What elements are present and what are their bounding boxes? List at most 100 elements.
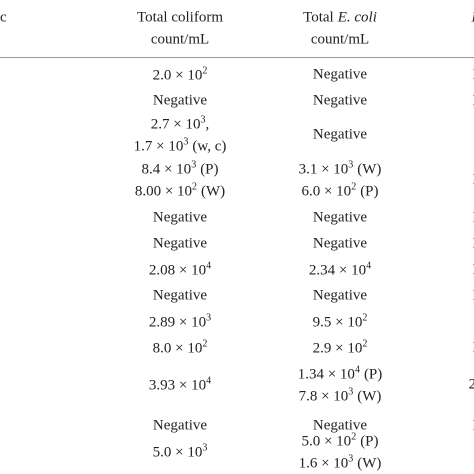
table-cell: Negative [152,235,208,252]
table-cell: 8.00 × 102 (W) [135,181,226,200]
exponent: 4 [366,260,372,272]
mantissa: 1.34 × 10 [297,366,355,383]
note: (W) [201,183,226,200]
header-text: c [0,9,7,26]
mantissa: 9.5 × 10 [312,314,363,331]
mantissa: 2.08 × 10 [148,262,207,279]
table-cell: N [473,418,474,434]
cell-text: N [473,236,474,252]
exponent: 2 [362,312,368,324]
exponent: 3 [183,136,189,148]
note: (W) [357,388,382,405]
exponent: 3 [191,159,197,171]
table-cell: Negative [152,209,208,226]
cell-text: Negative [312,66,368,83]
header-text: count/mL [310,31,370,48]
table-cell: N [473,262,474,278]
note: (P) [360,183,379,200]
table-cell: Negative [312,417,368,434]
exponent: 3 [200,114,206,126]
cell-text: N [473,67,474,83]
cell-text: Negative [312,92,368,109]
mantissa: 5.0 × 10 [301,433,352,450]
note: (P) [200,161,219,178]
mantissa: 7.8 × 10 [298,388,349,405]
column-header: Total E. coli [303,9,377,26]
table-cell: N [473,172,474,188]
exponent: 4 [206,375,212,387]
column-header: count/mL [150,31,210,48]
table-cell: 2.1 [468,376,474,393]
table-cell: 9.5 × 102 [312,312,368,331]
table-cell: N [473,340,474,356]
table-cell: 2.89 × 103 [148,312,212,331]
mantissa: 8.0 × 10 [152,340,203,357]
exponent: 3 [348,386,354,398]
table-cell: 5.0 × 102 (P) [301,432,379,450]
table-cell: 1.34 × 104 (P) [297,364,383,383]
table-cell: 1.7 × 103 (w, c) [134,136,227,155]
exponent: 3 [348,159,354,171]
cell-text: Negative [152,92,208,109]
mantissa: 8.4 × 10 [141,161,192,178]
table-cell: 1.6 × 103 (W) [298,453,382,472]
table-cell: Negative [312,66,368,83]
table-cell: 7.8 × 103 (W) [298,386,382,405]
note: (W) [357,161,382,178]
exponent: 3 [202,442,208,454]
table-cell: 2.34 × 104 [309,260,372,279]
note: , [205,116,210,133]
table-cell: N [473,67,474,83]
table-cell: N [473,93,474,109]
cell-text: Negative [152,235,208,252]
exponent: 2 [202,338,208,350]
cell-text: Negative [152,417,208,434]
cell-text: Negative [152,209,208,226]
exponent: 3 [348,453,354,465]
mantissa: 5.0 × 10 [152,444,203,461]
mantissa: 2.89 × 10 [148,314,207,331]
mantissa: 1.6 × 10 [298,455,349,472]
exponent: 3 [206,312,212,324]
mantissa: 2.9 × 10 [312,340,363,357]
header-text: count/mL [150,31,210,48]
left-header: c [0,9,7,26]
cell-text: N [473,172,474,188]
table-cell: 2.9 × 102 [312,339,368,357]
table-cell: Negative [313,210,367,226]
cell-text: N [473,340,474,356]
table-cell: 6.0 × 102 (P) [301,182,379,200]
mantissa: 2.0 × 10 [152,67,203,84]
table-cell: N [473,210,474,226]
cell-text: N [473,210,474,226]
cell-text: Negative [312,235,368,252]
cell-text: 2.1 [468,376,474,393]
header-text: Total [303,9,334,26]
note: (P) [360,433,379,450]
table-cell: N [473,288,474,304]
table-cell: 3.1 × 103 (W) [299,159,382,178]
table-cell: 2.08 × 104 [148,261,211,279]
table-cell: Negative [312,235,368,252]
cell-text: Negative [312,417,368,434]
table-cell: 2.0 × 102 [152,66,208,84]
cell-text: Negative [152,287,208,304]
column-header: E. [472,10,474,26]
exponent: 4 [354,364,360,376]
mantissa: 6.0 × 10 [301,183,352,200]
column-header: count/mL [310,31,370,48]
table-cell: Negative [152,287,208,304]
column-header: Total coliform [136,9,224,26]
cell-text: N [473,93,474,109]
table-cell: N [473,236,474,252]
note: (P) [363,366,383,383]
table-cell: 2.7 × 103, [151,114,210,133]
cell-text: N [473,288,474,304]
table-cell: 8.4 × 103 (P) [141,159,219,178]
table-cell: 3.93 × 104 [149,375,212,394]
cell-text: N [473,418,474,434]
exponent: 2 [192,181,198,193]
header-text: Total coliform [136,9,224,26]
table-cell: 5.0 × 103 [152,442,208,461]
